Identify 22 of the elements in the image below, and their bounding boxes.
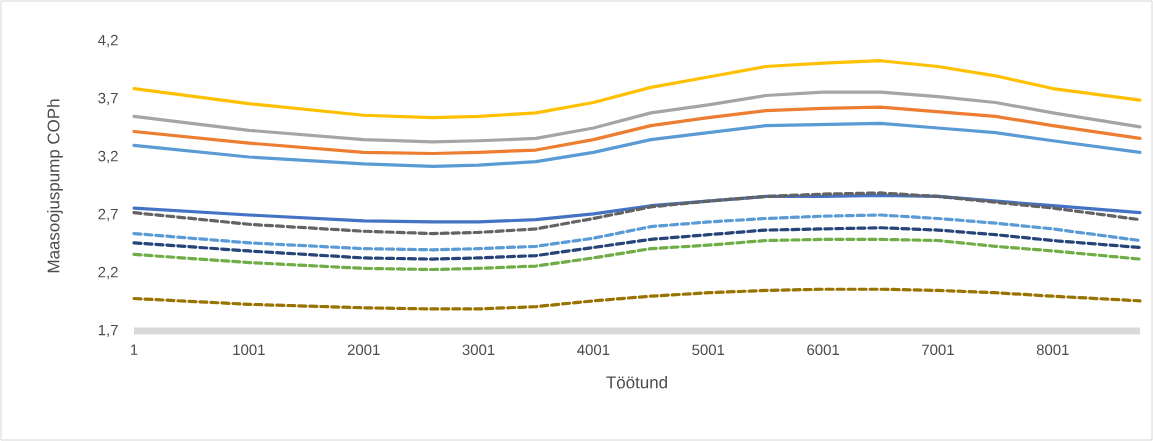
y-tick-label: 3,7 bbox=[98, 92, 118, 106]
x-tick-label: 1 bbox=[130, 344, 138, 355]
y-tick-label: 2,7 bbox=[98, 208, 118, 222]
x-tick-label: 7001 bbox=[922, 344, 954, 356]
y-tick-label: 4,2 bbox=[98, 34, 118, 48]
x-axis-title: Töötund bbox=[606, 375, 667, 389]
y-tick-label: 1,7 bbox=[98, 324, 118, 338]
x-tick-label: 4001 bbox=[577, 344, 610, 356]
x-tick-label: 8001 bbox=[1036, 344, 1069, 356]
x-tick-label: 2001 bbox=[347, 344, 380, 356]
line-series bbox=[132, 59, 1142, 120]
y-axis-title: Maasoojuspump COPh bbox=[47, 99, 63, 273]
line-series bbox=[132, 213, 1142, 252]
x-tick-label: 6001 bbox=[807, 344, 839, 356]
x-tick-label: 3001 bbox=[462, 344, 495, 356]
line-series bbox=[132, 237, 1142, 272]
line-series bbox=[132, 90, 1142, 144]
x-tick-label: 5001 bbox=[692, 344, 725, 356]
x-tick-label: 1001 bbox=[233, 344, 265, 356]
y-tick-label: 3,2 bbox=[98, 150, 118, 164]
line-series bbox=[132, 287, 1142, 311]
y-tick-label: 2,2 bbox=[98, 266, 118, 280]
